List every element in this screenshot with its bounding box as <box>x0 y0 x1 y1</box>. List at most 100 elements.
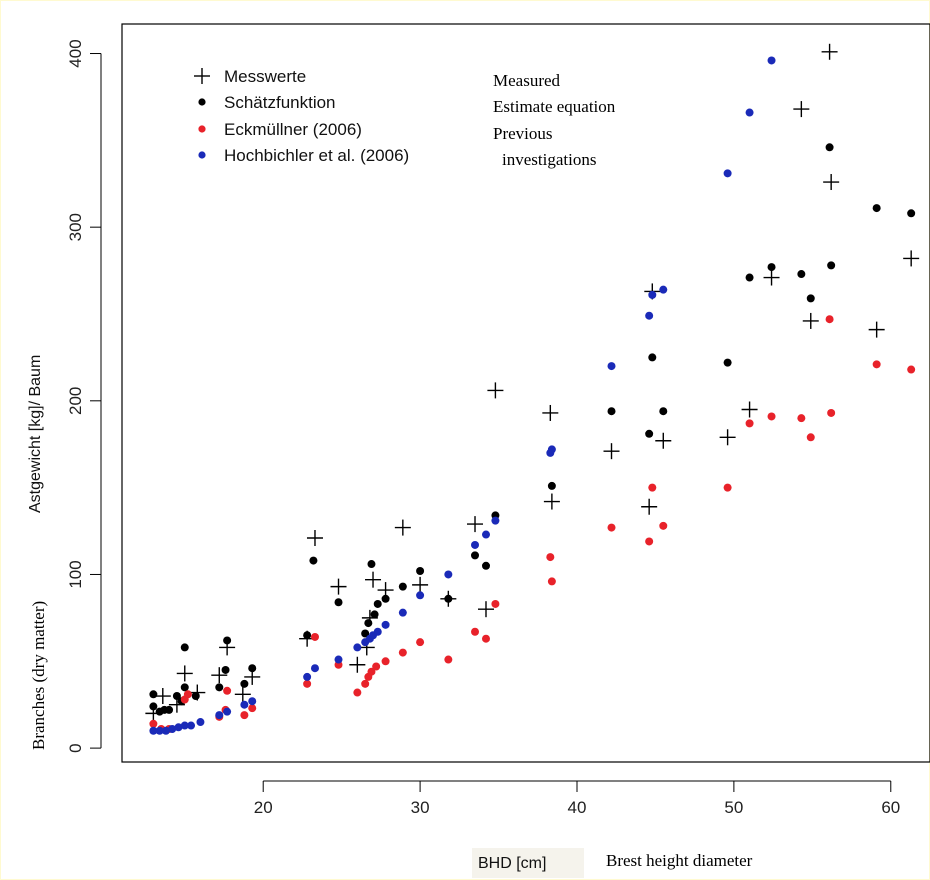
y-tick-label: 400 <box>66 39 85 67</box>
data-point <box>149 719 158 728</box>
x-axis-annotation: Brest height diameter <box>606 851 753 870</box>
data-point <box>797 414 806 423</box>
data-point <box>907 365 916 374</box>
data-point <box>648 290 657 299</box>
data-point <box>168 725 177 734</box>
data-point-plus <box>793 101 810 118</box>
data-point-plus <box>477 601 494 618</box>
legend-label: Hochbichler et al. (2006) <box>224 146 409 165</box>
data-point <box>381 594 390 603</box>
data-point-plus <box>467 516 484 533</box>
legend-label: Eckmüllner (2006) <box>224 120 362 139</box>
legend-annotation-investigations: investigations <box>502 150 596 169</box>
data-point <box>745 108 754 117</box>
data-point <box>248 704 257 713</box>
data-point <box>155 726 164 735</box>
data-point <box>174 723 183 732</box>
data-point-plus <box>603 443 620 460</box>
data-point <box>648 353 657 362</box>
data-point <box>444 594 453 603</box>
y-tick-label: 100 <box>66 560 85 588</box>
legend-annotation-estimate: Estimate equation <box>493 97 616 116</box>
data-point <box>645 537 654 546</box>
data-point <box>221 665 230 674</box>
data-point <box>471 551 480 560</box>
data-point <box>310 632 319 641</box>
data-point <box>827 261 836 270</box>
data-point <box>334 598 343 607</box>
data-point <box>607 407 616 416</box>
data-point-plus <box>802 312 819 329</box>
data-point <box>223 636 232 645</box>
data-point <box>491 599 500 608</box>
data-point <box>149 690 158 699</box>
data-point <box>367 560 376 569</box>
data-point <box>607 362 616 371</box>
x-tick-label: 30 <box>411 798 430 817</box>
data-point <box>481 634 490 643</box>
data-point-plus <box>719 429 736 446</box>
series-2 <box>149 315 916 734</box>
data-point <box>172 692 181 701</box>
series-3 <box>149 56 776 735</box>
data-point <box>767 412 776 421</box>
data-point <box>797 270 806 279</box>
data-point <box>827 408 836 417</box>
data-point <box>745 273 754 282</box>
data-point <box>240 700 249 709</box>
data-point-plus <box>741 401 758 418</box>
data-point-plus <box>821 43 838 60</box>
data-point-plus <box>412 576 429 593</box>
data-point <box>161 726 170 735</box>
data-point <box>149 726 158 735</box>
data-point <box>149 702 158 711</box>
data-point <box>223 707 232 716</box>
data-point <box>481 561 490 570</box>
data-point <box>180 683 189 692</box>
legend-annotation-previous: Previous <box>493 124 553 143</box>
y-tick-label: 0 <box>66 743 85 752</box>
data-point-plus <box>641 498 658 515</box>
data-point-plus <box>211 667 228 684</box>
data-point <box>723 358 732 367</box>
x-tick-label: 60 <box>881 798 900 817</box>
x-tick-label: 40 <box>568 798 587 817</box>
data-point-plus <box>365 571 382 588</box>
x-tick-label: 20 <box>254 798 273 817</box>
x-axis: 20 30 40 50 60 <box>254 780 900 817</box>
data-point <box>361 629 370 638</box>
data-point <box>303 672 312 681</box>
data-point <box>180 643 189 652</box>
data-point <box>398 608 407 617</box>
data-point-plus <box>655 432 672 449</box>
data-point-plus <box>903 250 920 267</box>
data-point-plus <box>176 665 193 682</box>
data-point <box>659 521 668 530</box>
data-point-plus <box>763 269 780 286</box>
data-point <box>872 360 881 369</box>
legend: Messwerte Schätzfunktion Eckmüllner (2006)… <box>194 67 409 165</box>
data-point <box>645 311 654 320</box>
data-point <box>481 530 490 539</box>
data-point <box>373 627 382 636</box>
data-point <box>723 169 732 178</box>
data-point <box>381 657 390 666</box>
x-tick-label: 50 <box>724 798 743 817</box>
data-point <box>806 433 815 442</box>
data-point <box>353 643 362 652</box>
data-point-plus <box>349 656 366 673</box>
data-point <box>825 143 834 152</box>
legend-marker <box>198 125 206 133</box>
data-point <box>373 599 382 608</box>
data-point <box>547 577 556 586</box>
legend-annotation-measured: Measured <box>493 71 561 90</box>
data-point <box>381 620 390 629</box>
legend-marker <box>198 98 206 106</box>
data-point <box>416 591 425 600</box>
data-point-plus <box>487 382 504 399</box>
data-point-plus <box>868 321 885 338</box>
data-point <box>248 664 257 673</box>
data-point <box>364 619 373 628</box>
data-point <box>187 721 196 730</box>
